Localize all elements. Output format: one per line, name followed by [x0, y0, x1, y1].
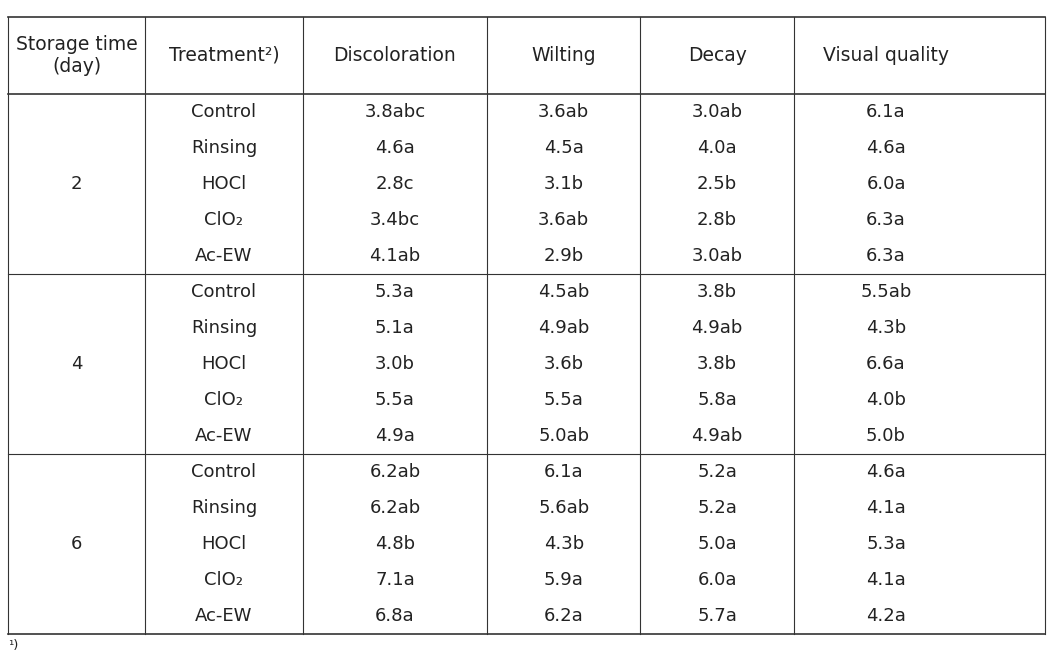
Text: 6.2a: 6.2a [544, 607, 583, 624]
Text: 2.8c: 2.8c [376, 176, 414, 193]
Text: 3.8b: 3.8b [697, 283, 737, 301]
Text: 4.8b: 4.8b [375, 535, 415, 552]
Text: HOCl: HOCl [201, 535, 246, 552]
Text: 4.9ab: 4.9ab [692, 427, 742, 445]
Text: ClO₂: ClO₂ [204, 571, 243, 589]
Text: 6.3a: 6.3a [867, 247, 906, 265]
Text: 5.1a: 5.1a [375, 319, 415, 337]
Text: Visual quality: Visual quality [823, 46, 949, 65]
Text: 5.6ab: 5.6ab [538, 499, 590, 517]
Text: 6.1a: 6.1a [544, 463, 583, 481]
Text: Control: Control [192, 283, 257, 301]
Text: 4.3b: 4.3b [543, 535, 584, 552]
Text: 4: 4 [71, 355, 82, 373]
Text: 3.0ab: 3.0ab [692, 247, 742, 265]
Text: 5.2a: 5.2a [697, 463, 737, 481]
Text: HOCl: HOCl [201, 176, 246, 193]
Text: ClO₂: ClO₂ [204, 211, 243, 229]
Text: 6.0a: 6.0a [697, 571, 737, 589]
Text: 3.6ab: 3.6ab [538, 104, 590, 121]
Text: Discoloration: Discoloration [334, 46, 456, 65]
Text: Wilting: Wilting [532, 46, 596, 65]
Text: 4.9a: 4.9a [375, 427, 415, 445]
Text: 4.9ab: 4.9ab [692, 319, 742, 337]
Text: 4.1a: 4.1a [867, 571, 906, 589]
Text: Rinsing: Rinsing [191, 499, 257, 517]
Text: 5.9a: 5.9a [543, 571, 583, 589]
Text: HOCl: HOCl [201, 355, 246, 373]
Text: 5.5a: 5.5a [375, 391, 415, 409]
Text: 5.3a: 5.3a [375, 283, 415, 301]
Text: 3.8b: 3.8b [697, 355, 737, 373]
Text: 3.0b: 3.0b [375, 355, 415, 373]
Text: 4.6a: 4.6a [867, 139, 906, 157]
Text: 2: 2 [71, 176, 82, 193]
Text: 6.2ab: 6.2ab [370, 499, 420, 517]
Text: 4.5a: 4.5a [543, 139, 583, 157]
Text: 3.6ab: 3.6ab [538, 211, 590, 229]
Text: 4.1ab: 4.1ab [370, 247, 420, 265]
Text: Control: Control [192, 104, 257, 121]
Text: 5.3a: 5.3a [867, 535, 906, 552]
Text: 3.8abc: 3.8abc [364, 104, 425, 121]
Text: Control: Control [192, 463, 257, 481]
Text: 2.8b: 2.8b [697, 211, 737, 229]
Text: 6.8a: 6.8a [375, 607, 415, 624]
Text: 2.5b: 2.5b [697, 176, 737, 193]
Text: Rinsing: Rinsing [191, 139, 257, 157]
Text: 3.1b: 3.1b [543, 176, 583, 193]
Text: Treatment²): Treatment²) [168, 46, 279, 65]
Text: 6.6a: 6.6a [867, 355, 906, 373]
Text: 6.3a: 6.3a [867, 211, 906, 229]
Text: 6.2ab: 6.2ab [370, 463, 420, 481]
Text: 6.1a: 6.1a [867, 104, 906, 121]
Text: 4.3b: 4.3b [866, 319, 907, 337]
Text: 3.4bc: 3.4bc [370, 211, 420, 229]
Text: 7.1a: 7.1a [375, 571, 415, 589]
Text: 4.0b: 4.0b [866, 391, 906, 409]
Text: Decay: Decay [688, 46, 747, 65]
Text: 4.1a: 4.1a [867, 499, 906, 517]
Text: 4.6a: 4.6a [867, 463, 906, 481]
Text: 2.9b: 2.9b [543, 247, 584, 265]
Text: ClO₂: ClO₂ [204, 391, 243, 409]
Text: 5.8a: 5.8a [697, 391, 737, 409]
Text: 6.0a: 6.0a [867, 176, 906, 193]
Text: 4.6a: 4.6a [375, 139, 415, 157]
Text: Ac-EW: Ac-EW [195, 427, 253, 445]
Text: 4.9ab: 4.9ab [538, 319, 590, 337]
Text: Ac-EW: Ac-EW [195, 607, 253, 624]
Text: 5.0ab: 5.0ab [538, 427, 590, 445]
Text: 4.5ab: 4.5ab [538, 283, 590, 301]
Text: 3.6b: 3.6b [543, 355, 583, 373]
Text: 5.5ab: 5.5ab [860, 283, 912, 301]
Text: 4.0a: 4.0a [697, 139, 737, 157]
Text: 3.0ab: 3.0ab [692, 104, 742, 121]
Text: 6: 6 [72, 535, 82, 552]
Text: 5.7a: 5.7a [697, 607, 737, 624]
Text: ¹): ¹) [8, 639, 19, 652]
Text: Storage time
(day): Storage time (day) [16, 35, 138, 76]
Text: 5.0a: 5.0a [697, 535, 737, 552]
Text: 5.5a: 5.5a [543, 391, 583, 409]
Text: 5.2a: 5.2a [697, 499, 737, 517]
Text: 4.2a: 4.2a [867, 607, 906, 624]
Text: Rinsing: Rinsing [191, 319, 257, 337]
Text: Ac-EW: Ac-EW [195, 247, 253, 265]
Text: 5.0b: 5.0b [866, 427, 906, 445]
